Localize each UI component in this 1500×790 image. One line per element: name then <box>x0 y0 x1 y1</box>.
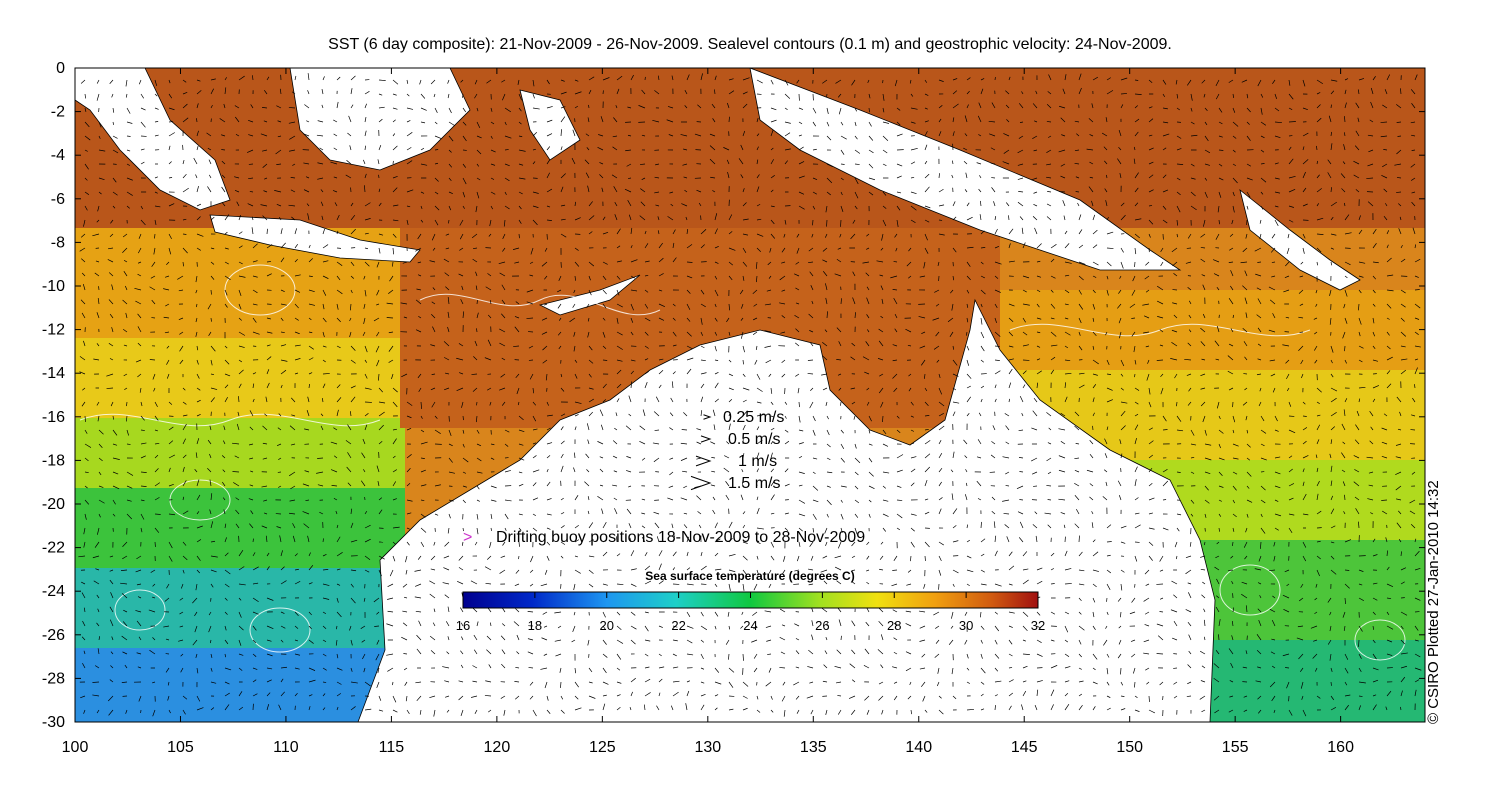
velocity-legend: 0.25 m/s 0.5 m/s 1 m/s 1.5 m/s <box>690 409 784 492</box>
y-tick-label: -16 <box>42 409 65 426</box>
colorbar-tick-label: 30 <box>959 618 973 633</box>
y-tick-label: -30 <box>42 714 65 731</box>
y-tick-label: -12 <box>42 322 65 339</box>
sst-colorbar: Sea surface temperature (degrees C) 16 18… <box>456 569 1045 633</box>
colorbar-tick-label: 20 <box>600 618 614 633</box>
y-axis: 0 -2 -4 -6 -8 -10 -12 -14 -16 -18 -20 -22 -24 -26 -28 -… <box>42 60 1425 731</box>
x-tick-label: 120 <box>484 739 511 756</box>
y-tick-label: -20 <box>42 496 65 513</box>
buoy-legend: > Drifting buoy positions 18-Nov-2009 to… <box>463 529 865 546</box>
x-tick-label: 160 <box>1327 739 1354 756</box>
colorbar-tick-label: 26 <box>815 618 829 633</box>
x-tick-label: 135 <box>800 739 827 756</box>
y-tick-label: -18 <box>42 452 65 469</box>
x-tick-label: 125 <box>589 739 616 756</box>
plot-frame <box>74 67 1426 723</box>
y-tick-label: -24 <box>42 583 65 600</box>
colorbar-tick-label: 22 <box>671 618 685 633</box>
colorbar-tick-label: 16 <box>456 618 470 633</box>
map-title: SST (6 day composite): 21-Nov-2009 - 26-… <box>328 36 1172 53</box>
x-tick-label: 105 <box>167 739 194 756</box>
velocity-legend-label: 1.5 m/s <box>728 475 780 492</box>
y-tick-label: -4 <box>51 147 65 164</box>
y-tick-label: -6 <box>51 191 65 208</box>
colorbar-tick-label: 24 <box>743 618 757 633</box>
velocity-legend-label: 1 m/s <box>738 453 777 470</box>
x-tick-label: 130 <box>694 739 721 756</box>
x-tick-label: 150 <box>1116 739 1143 756</box>
colorbar-tick-label: 28 <box>887 618 901 633</box>
x-tick-label: 110 <box>273 739 299 756</box>
y-tick-label: -28 <box>42 670 65 687</box>
x-tick-label: 140 <box>905 739 932 756</box>
velocity-legend-arrow <box>690 475 712 491</box>
x-tick-label: 115 <box>379 739 405 756</box>
y-tick-label: -22 <box>42 540 65 557</box>
velocity-arrows <box>78 73 1422 717</box>
x-tick-label: 155 <box>1222 739 1249 756</box>
velocity-legend-label: 0.5 m/s <box>728 431 780 448</box>
velocity-legend-label: 0.25 m/s <box>723 409 784 426</box>
x-tick-label: 145 <box>1011 739 1038 756</box>
x-tick-label: 100 <box>62 739 89 756</box>
velocity-legend-arrow <box>695 455 712 467</box>
x-axis: 100 105 110 115 120 125 130 135 140 145 150 155 160 <box>62 68 1354 756</box>
y-tick-label: -2 <box>51 104 65 121</box>
land-masses <box>75 68 1361 722</box>
colorbar-title: Sea surface temperature (degrees C) <box>645 569 854 583</box>
y-tick-label: -26 <box>42 627 65 644</box>
y-tick-label: -8 <box>51 234 65 251</box>
buoy-symbol: > <box>463 529 472 546</box>
velocity-legend-arrow <box>700 435 712 443</box>
plot-credit: © CSIRO Plotted 27-Jan-2010 14:32 <box>1425 480 1442 724</box>
velocity-legend-arrow <box>703 414 712 420</box>
buoy-legend-label: Drifting buoy positions 18-Nov-2009 to 2… <box>496 529 865 546</box>
y-tick-label: 0 <box>56 60 65 77</box>
colorbar-tick-label: 18 <box>528 618 542 633</box>
y-tick-label: -10 <box>42 278 65 295</box>
y-tick-label: -14 <box>42 365 65 382</box>
colorbar-tick-label: 32 <box>1031 618 1045 633</box>
